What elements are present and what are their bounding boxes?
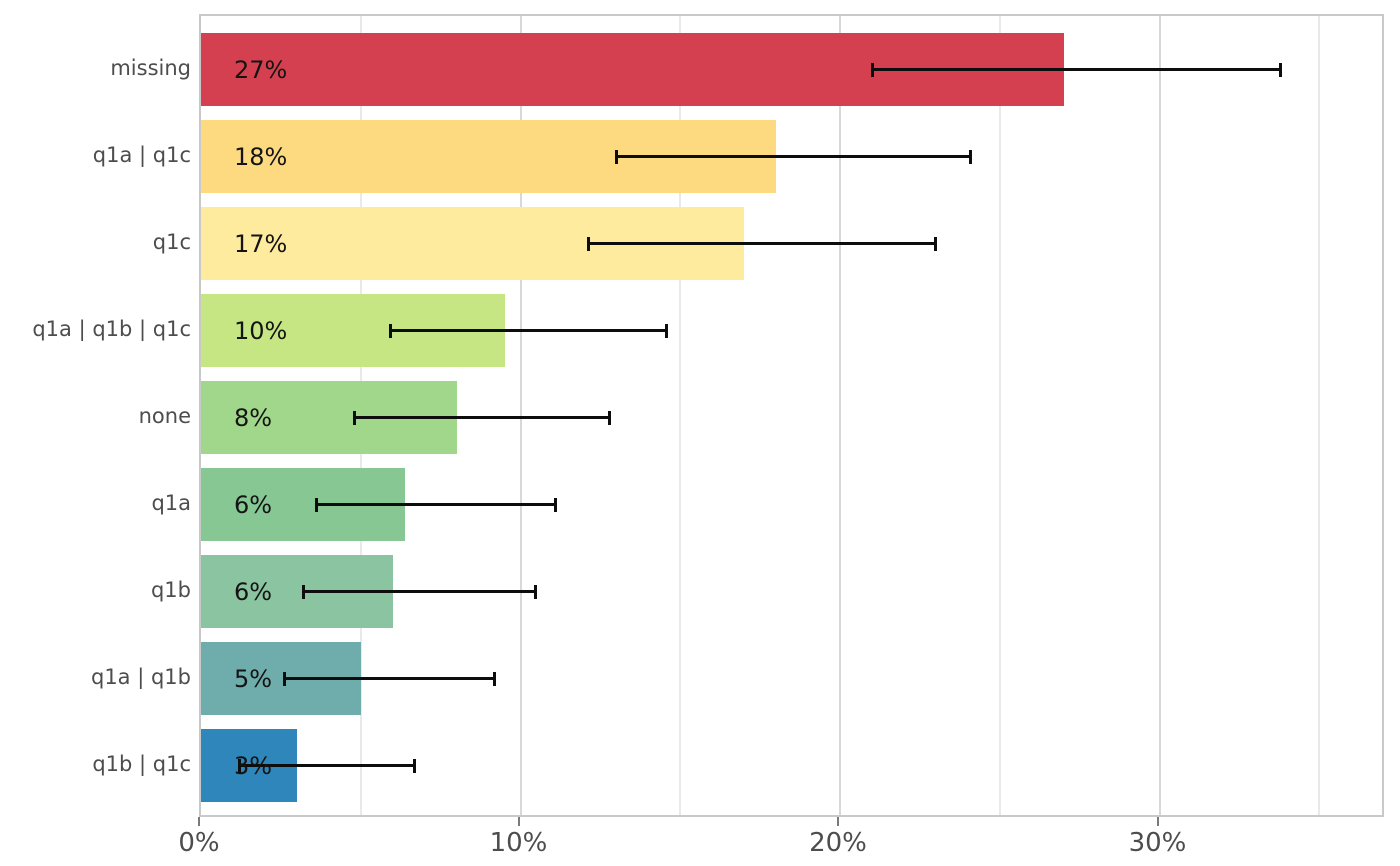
bar-value-label: 5% [234,664,273,693]
x-axis-tick-mark [837,817,839,826]
x-axis-tick-label: 30% [1128,828,1187,858]
y-axis-category-label: missing [110,55,191,80]
x-axis-tick-mark [517,817,520,826]
x-axis-tick-label: 0% [178,828,220,858]
gridline-minor [1318,16,1321,815]
error-bar-cap-right [933,236,937,251]
y-axis-category-label: q1a | q1b [90,664,191,689]
gridline-major [1158,16,1161,815]
error-bar-line [587,242,936,245]
y-axis-category-label: none [138,403,191,428]
error-bar-cap-right [553,497,557,512]
error-bar-cap-left [586,236,590,251]
error-bar-line [871,68,1281,71]
bar-value-label: 6% [234,577,273,606]
error-bar-cap-right [534,584,538,599]
x-axis-tick-label: 10% [489,828,548,858]
error-bar-cap-left [353,410,357,425]
error-bar-cap-right [607,410,611,425]
y-axis-category-label: q1b | q1c [92,751,191,776]
error-bar-cap-right [413,758,417,773]
error-bar-line [389,329,668,332]
x-axis-tick-mark [1156,817,1159,826]
error-bar-cap-right [492,671,496,686]
bar-value-label: 8% [234,403,273,432]
plot-area: 27% 18% 17% 10% 8% 6% 6% 5% 3% [199,14,1384,817]
error-bar-cap-right [968,149,972,164]
gridline-major [519,16,522,815]
error-bar-line [239,764,416,767]
x-axis-tick-mark [198,817,200,826]
error-bar-line [316,503,556,506]
error-bar-cap-right [665,323,669,338]
y-axis-category-label: q1a [151,490,191,515]
bar-value-label: 17% [234,229,288,258]
error-bar-line [354,416,610,419]
error-bar-cap-left [283,671,287,686]
y-axis-category-label: q1a | q1c [92,142,191,167]
error-bar-cap-left [388,323,392,338]
error-bar-cap-left [615,149,619,164]
error-bar-cap-left [238,758,242,773]
error-bar-cap-left [315,497,319,512]
error-bar-cap-right [1278,62,1282,77]
gridline-major [839,16,841,815]
x-axis-tick-label: 20% [809,828,867,858]
error-bar-cap-left [302,584,306,599]
bar-value-label: 3% [234,751,273,780]
y-axis-category-label: q1c [152,229,191,254]
gridline-minor [998,16,1001,815]
y-axis-category-label: q1a | q1b | q1c [32,316,191,341]
error-bar-line [616,155,971,158]
gridline-minor [679,16,682,815]
y-axis-category-label: q1b [150,577,191,602]
bar-value-label: 18% [234,142,288,171]
error-bar-line [303,590,537,593]
bar-value-label: 27% [234,55,288,84]
error-bar-line [284,677,495,680]
bar-value-label: 6% [234,490,273,519]
bar-value-label: 10% [234,316,288,345]
error-bar-cap-left [870,62,874,77]
